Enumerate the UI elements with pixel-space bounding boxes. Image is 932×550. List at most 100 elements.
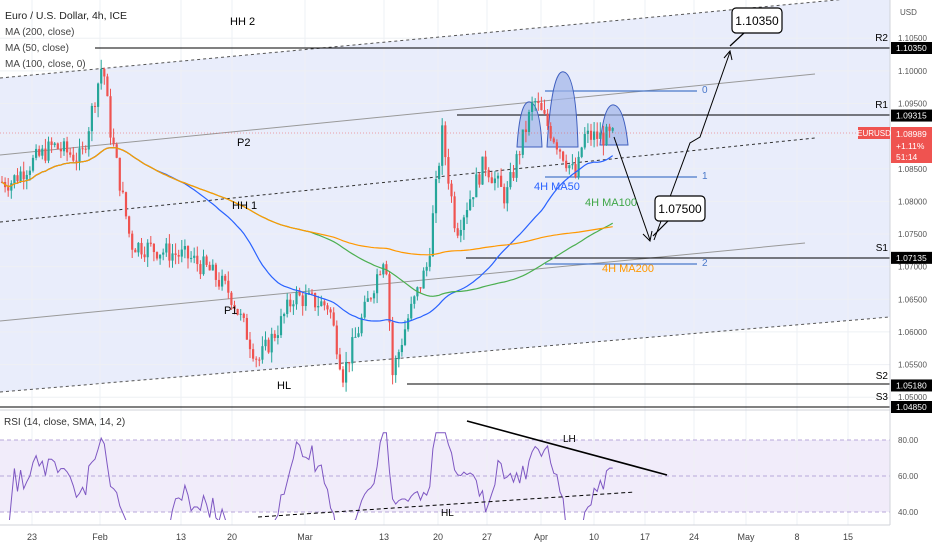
candle-body [41, 148, 44, 156]
candle-body [317, 306, 320, 308]
candle-body [286, 299, 289, 314]
candle-body [310, 292, 314, 294]
candle-body [221, 275, 224, 287]
p1-label: P1 [224, 305, 237, 317]
candle-body [25, 174, 28, 180]
candle-body [190, 257, 193, 259]
candle-body [589, 130, 593, 140]
candle-body [22, 171, 25, 180]
candle-body [472, 197, 475, 200]
candle-body [53, 143, 56, 145]
price-tick-label: 1.10500 [898, 34, 927, 43]
candle-body [329, 309, 332, 313]
candle-body [391, 322, 394, 376]
target-down-callout: 1.07500 [652, 195, 706, 237]
candle-body [66, 141, 69, 153]
lower-trend-line [0, 242, 806, 322]
level-badge-bg [891, 379, 932, 392]
candle-body [605, 126, 608, 146]
currency-label: USD [900, 8, 917, 17]
candle-body [168, 243, 171, 261]
rsi-axis-ticks: 80.00 60.00 40.00 [898, 436, 919, 517]
level-badge-value: 1.10350 [896, 43, 927, 53]
candle-body [369, 298, 372, 300]
candle-body [447, 157, 450, 184]
time-tick-label: 27 [482, 532, 492, 542]
candle-body [459, 229, 462, 236]
candle-body [13, 175, 16, 184]
candle-body [456, 228, 459, 236]
time-tick-label: 20 [227, 532, 237, 542]
candle-body [388, 274, 391, 323]
rsi-lower-high-line [466, 420, 668, 476]
candle-body [31, 157, 35, 171]
hh1-label: HH 1 [232, 200, 257, 212]
candle-body [165, 243, 168, 253]
candle-body [146, 242, 149, 258]
candle-body [379, 274, 382, 276]
target-up-callout: 1.10350 [729, 7, 783, 47]
candle-body [323, 301, 326, 306]
candle-body [537, 101, 540, 103]
candle-body [19, 171, 22, 182]
candle-body [500, 175, 503, 187]
candle-body [338, 354, 341, 370]
rsi-hl-label: HL [441, 508, 454, 519]
candle-body [475, 174, 478, 198]
candle-body [332, 312, 335, 326]
time-tick-label: 17 [640, 532, 650, 542]
candle-body [44, 148, 47, 161]
candle-body [276, 335, 279, 338]
candle-body [283, 313, 286, 317]
head-shape [546, 71, 579, 148]
candle-body [159, 254, 162, 259]
candle-body [224, 275, 227, 281]
candle-body [180, 249, 183, 257]
candle-body [509, 172, 512, 188]
candle-body [279, 316, 283, 336]
time-tick-label: May [737, 532, 755, 542]
candle-body [81, 148, 84, 150]
candle-body [72, 154, 75, 161]
price-tick-label: 1.06000 [898, 328, 927, 337]
candle-body [397, 352, 400, 360]
ma100-label: 4H MA100 [585, 197, 637, 209]
candle-body [245, 317, 248, 340]
s1-name: S1 [876, 243, 889, 254]
candle-body [227, 280, 230, 293]
candle-body [149, 242, 152, 244]
candle-body [534, 101, 537, 103]
candle-body [199, 264, 202, 275]
price-tick-label: 1.09500 [898, 99, 927, 108]
rsi-line [8, 432, 613, 520]
level-badge-value: 1.05180 [896, 380, 927, 390]
price-tick-label: 1.08000 [898, 197, 927, 206]
upper-trend-line [0, 73, 816, 156]
indicator-ma100: MA (100, close, 0) [5, 59, 86, 70]
candle-body [295, 291, 298, 305]
candle-body [549, 126, 552, 139]
target-up-label: 1.10350 [735, 14, 779, 28]
candle-body [131, 233, 134, 250]
candle-body [134, 249, 137, 253]
candle-body [314, 293, 317, 308]
candle-body [183, 246, 186, 250]
fib-1-label: 1 [702, 171, 708, 182]
candle-body [301, 295, 304, 307]
candle-body [128, 216, 131, 234]
price-tick-label: 1.05000 [898, 393, 927, 402]
time-tick-label: 10 [589, 532, 599, 542]
candle-body [208, 264, 211, 271]
candle-body [422, 270, 425, 289]
candle-body [289, 299, 292, 307]
candle-body [611, 128, 614, 131]
price-tick-label: 1.05500 [898, 361, 927, 370]
time-tick-label: 15 [843, 532, 853, 542]
rsi-lh-label: LH [563, 434, 576, 445]
candle-body [35, 148, 38, 158]
candle-body [103, 68, 106, 77]
level-badge-bg [891, 401, 932, 413]
candle-body [112, 137, 115, 145]
projection-arrows [613, 49, 733, 243]
candle-body [562, 151, 565, 161]
